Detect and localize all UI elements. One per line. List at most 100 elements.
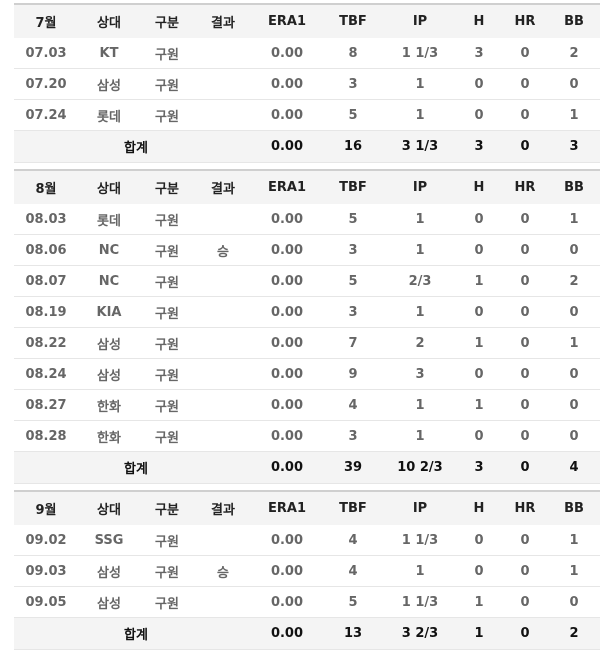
- cell-role: 구원: [140, 204, 194, 235]
- cell-era: 0.00: [252, 327, 322, 359]
- cell-tbf: 3: [322, 68, 384, 100]
- total-label: 합계: [78, 451, 194, 484]
- cell-bb: 1: [548, 99, 600, 131]
- table-row: 08.24 삼성 구원 0.00 9 3 0 0 0: [14, 358, 600, 390]
- cell-h: 0: [456, 358, 502, 390]
- cell-hr: 0: [502, 420, 548, 452]
- cell-ip: 1: [384, 296, 456, 328]
- column-header: TBF: [322, 4, 384, 38]
- total-ip: 3 1/3: [384, 130, 456, 163]
- cell-opp: 삼성: [78, 555, 140, 587]
- cell-ip: 1 1/3: [384, 525, 456, 556]
- table-row: 07.20 삼성 구원 0.00 3 1 0 0 0: [14, 68, 600, 100]
- cell-opp: KIA: [78, 296, 140, 328]
- total-era: 0.00: [252, 130, 322, 163]
- cell-era: 0.00: [252, 358, 322, 390]
- cell-result: [194, 204, 252, 235]
- column-header: H: [456, 170, 502, 204]
- cell-opp: 한화: [78, 420, 140, 452]
- cell-bb: 0: [548, 420, 600, 452]
- cell-opp: 한화: [78, 389, 140, 421]
- cell-tbf: 9: [322, 358, 384, 390]
- cell-h: 0: [456, 555, 502, 587]
- total-row: 합계 0.00 39 10 2/3 3 0 4: [14, 451, 600, 484]
- cell-ip: 1: [384, 389, 456, 421]
- header-row: 8월 상대 구분 결과 ERA1 TBF IP H HR BB: [14, 170, 600, 204]
- total-h: 1: [456, 617, 502, 650]
- cell-tbf: 8: [322, 38, 384, 69]
- cell-role: 구원: [140, 420, 194, 452]
- cell-opp: 삼성: [78, 358, 140, 390]
- column-header: H: [456, 4, 502, 38]
- cell-tbf: 4: [322, 525, 384, 556]
- cell-tbf: 3: [322, 420, 384, 452]
- cell-era: 0.00: [252, 204, 322, 235]
- cell-ip: 1: [384, 68, 456, 100]
- cell-role: 구원: [140, 327, 194, 359]
- cell-hr: 0: [502, 525, 548, 556]
- cell-ip: 1 1/3: [384, 38, 456, 69]
- cell-date: 08.06: [14, 234, 78, 266]
- cell-date: 09.05: [14, 586, 78, 618]
- total-row: 합계 0.00 13 3 2/3 1 0 2: [14, 617, 600, 650]
- cell-tbf: 5: [322, 265, 384, 297]
- cell-result: [194, 586, 252, 618]
- header-row: 7월 상대 구분 결과 ERA1 TBF IP H HR BB: [14, 4, 600, 38]
- cell-role: 구원: [140, 38, 194, 69]
- cell-h: 0: [456, 99, 502, 131]
- cell-bb: 1: [548, 327, 600, 359]
- cell-tbf: 5: [322, 204, 384, 235]
- cell-era: 0.00: [252, 389, 322, 421]
- cell-bb: 0: [548, 389, 600, 421]
- cell-bb: 0: [548, 586, 600, 618]
- column-header: TBF: [322, 491, 384, 525]
- cell-role: 구원: [140, 389, 194, 421]
- total-h: 3: [456, 130, 502, 163]
- cell-hr: 0: [502, 234, 548, 266]
- cell-era: 0.00: [252, 420, 322, 452]
- cell-hr: 0: [502, 327, 548, 359]
- cell-h: 0: [456, 204, 502, 235]
- month-table: 7월 상대 구분 결과 ERA1 TBF IP H HR BB 07.03 KT 구원 0.00 8 1 1/…: [14, 3, 600, 163]
- column-header: ERA1: [252, 491, 322, 525]
- cell-result: [194, 265, 252, 297]
- cell-bb: 0: [548, 68, 600, 100]
- column-header: TBF: [322, 170, 384, 204]
- cell-result: [194, 296, 252, 328]
- cell-h: 0: [456, 525, 502, 556]
- total-bb: 2: [548, 617, 600, 650]
- table-row: 09.02 SSG 구원 0.00 4 1 1/3 0 0 1: [14, 525, 600, 556]
- cell-tbf: 3: [322, 296, 384, 328]
- total-label: 합계: [78, 617, 194, 650]
- cell-date: 08.27: [14, 389, 78, 421]
- cell-tbf: 5: [322, 99, 384, 131]
- table-row: 08.07 NC 구원 0.00 5 2/3 1 0 2: [14, 265, 600, 297]
- total-ip: 10 2/3: [384, 451, 456, 484]
- total-bb: 4: [548, 451, 600, 484]
- column-header: 결과: [194, 170, 252, 204]
- cell-ip: 1: [384, 99, 456, 131]
- cell-h: 0: [456, 234, 502, 266]
- cell-bb: 0: [548, 296, 600, 328]
- cell-bb: 2: [548, 38, 600, 69]
- cell-era: 0.00: [252, 234, 322, 266]
- cell-h: 0: [456, 296, 502, 328]
- cell-date: 07.24: [14, 99, 78, 131]
- column-header: 상대: [78, 4, 140, 38]
- column-header: 상대: [78, 491, 140, 525]
- cell-ip: 2: [384, 327, 456, 359]
- cell-date: 09.03: [14, 555, 78, 587]
- cell-hr: 0: [502, 265, 548, 297]
- total-h: 3: [456, 451, 502, 484]
- cell-result: 승: [194, 555, 252, 587]
- total-hr: 0: [502, 451, 548, 484]
- cell-opp: 삼성: [78, 586, 140, 618]
- column-header: BB: [548, 491, 600, 525]
- column-header: ERA1: [252, 4, 322, 38]
- cell-opp: NC: [78, 265, 140, 297]
- cell-opp: 롯데: [78, 204, 140, 235]
- cell-bb: 0: [548, 234, 600, 266]
- column-header: H: [456, 491, 502, 525]
- column-header: IP: [384, 4, 456, 38]
- cell-era: 0.00: [252, 68, 322, 100]
